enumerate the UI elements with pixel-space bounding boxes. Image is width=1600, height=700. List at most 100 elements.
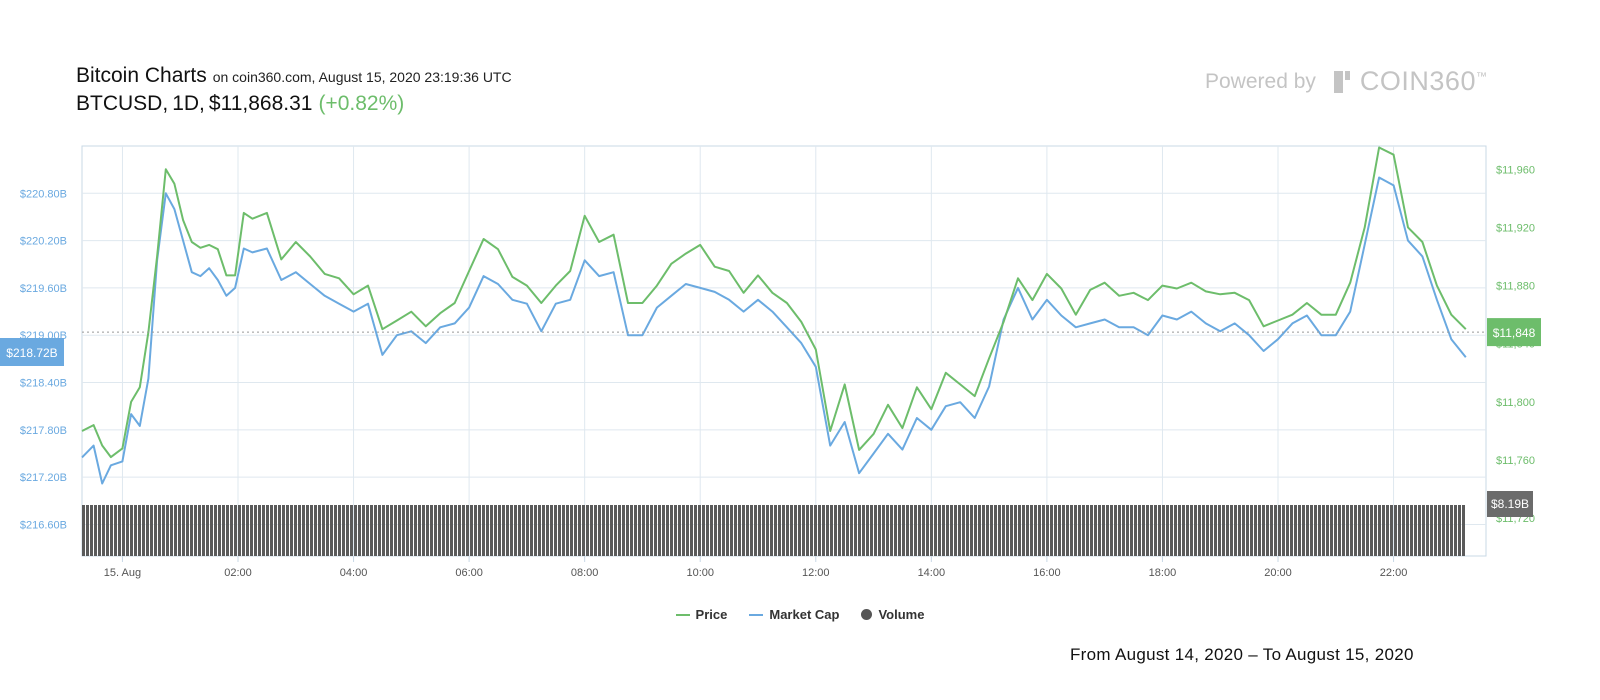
legend-item-volume[interactable]: Volume [861, 607, 924, 622]
volume-bar [314, 505, 317, 556]
volume-bar [518, 505, 521, 556]
volume-bar [710, 505, 713, 556]
volume-bar [254, 505, 257, 556]
volume-bar [1378, 505, 1381, 556]
x-tick-label: 20:00 [1264, 567, 1292, 579]
volume-bar [790, 505, 793, 556]
volume-bar [902, 505, 905, 556]
volume-bar [1222, 505, 1225, 556]
volume-bar [442, 505, 445, 556]
volume-bar [386, 505, 389, 556]
powered-by-branding[interactable]: Powered by COIN360™ [1205, 66, 1487, 97]
volume-bar [810, 505, 813, 556]
volume-bar [1062, 505, 1065, 556]
volume-bar [742, 505, 745, 556]
volume-bar [806, 505, 809, 556]
volume-bar [906, 505, 909, 556]
volume-bar [838, 505, 841, 556]
volume-bar [394, 505, 397, 556]
volume-bar [1010, 505, 1013, 556]
volume-bar [522, 505, 525, 556]
volume-bar [950, 505, 953, 556]
volume-bar [222, 505, 225, 556]
volume-bar [626, 505, 629, 556]
volume-bar [1078, 505, 1081, 556]
volume-bar [1126, 505, 1129, 556]
volume-bar [858, 505, 861, 556]
volume-bar [1134, 505, 1137, 556]
volume-bar [210, 505, 213, 556]
grid [81, 145, 1487, 557]
volume-bar [130, 505, 133, 556]
volume-bar [762, 505, 765, 556]
volume-bar [682, 505, 685, 556]
volume-bar [186, 505, 189, 556]
volume-bar [582, 505, 585, 556]
volume-bar [878, 505, 881, 556]
volume-bar [974, 505, 977, 556]
volume-bar [718, 505, 721, 556]
volume-bar [854, 505, 857, 556]
volume-bar [1182, 505, 1185, 556]
legend-item-price[interactable]: Price [675, 607, 727, 622]
powered-by-label: Powered by [1205, 69, 1316, 93]
volume-bar [658, 505, 661, 556]
x-tick-label: 02:00 [224, 567, 252, 579]
volume-bar [970, 505, 973, 556]
volume-bar [930, 505, 933, 556]
volume-bar [414, 505, 417, 556]
volume-bar [218, 505, 221, 556]
volume-bar [754, 505, 757, 556]
volume-bar [326, 505, 329, 556]
volume-bar [594, 505, 597, 556]
volume-bar [310, 505, 313, 556]
right-tick-label: $11,880 [1496, 281, 1535, 293]
volume-badge-label: $8.19B [1491, 497, 1529, 511]
volume-bar [1110, 505, 1113, 556]
left-tick-label: $218.40B [20, 378, 67, 390]
left-tick-label: $216.60B [20, 519, 67, 531]
chart-header: Bitcoin Charts on coin360.com, August 15… [76, 64, 512, 116]
volume-bar [502, 505, 505, 556]
volume-bar [158, 505, 161, 556]
volume-bar [678, 505, 681, 556]
interval: 1D [172, 92, 200, 115]
current-price: $11,868.31 [208, 92, 313, 115]
volume-bar [606, 505, 609, 556]
volume-bar [114, 505, 117, 556]
x-tick-label: 22:00 [1380, 567, 1408, 579]
volume-bar [558, 505, 561, 556]
volume-bar [402, 505, 405, 556]
volume-bar [702, 505, 705, 556]
volume-bar [874, 505, 877, 556]
volume-bar [846, 505, 849, 556]
volume-bar [1214, 505, 1217, 556]
volume-bar [686, 505, 689, 556]
volume-bar [1074, 505, 1077, 556]
volume-bar [870, 505, 873, 556]
volume-bar [162, 505, 165, 556]
volume-bar [1210, 505, 1213, 556]
current-market-cap-badge-label: $218.72B [6, 346, 57, 360]
legend-item-market-cap[interactable]: Market Cap [749, 607, 839, 622]
volume-bar [1314, 505, 1317, 556]
volume-bar [994, 505, 997, 556]
volume-bar [1058, 505, 1061, 556]
volume-bar [1406, 505, 1409, 556]
volume-bar [178, 505, 181, 556]
volume-bar [910, 505, 913, 556]
volume-bar [1158, 505, 1161, 556]
volume-bar [154, 505, 157, 556]
volume-bar [1390, 505, 1393, 556]
volume-bar [782, 505, 785, 556]
volume-bar [126, 505, 129, 556]
volume-bar [306, 505, 309, 556]
volume-bar [1246, 505, 1249, 556]
volume-bar [1402, 505, 1405, 556]
volume-bar [1338, 505, 1341, 556]
volume-bar [258, 505, 261, 556]
volume-bar [538, 505, 541, 556]
volume-bar [998, 505, 1001, 556]
volume-bar [1370, 505, 1373, 556]
